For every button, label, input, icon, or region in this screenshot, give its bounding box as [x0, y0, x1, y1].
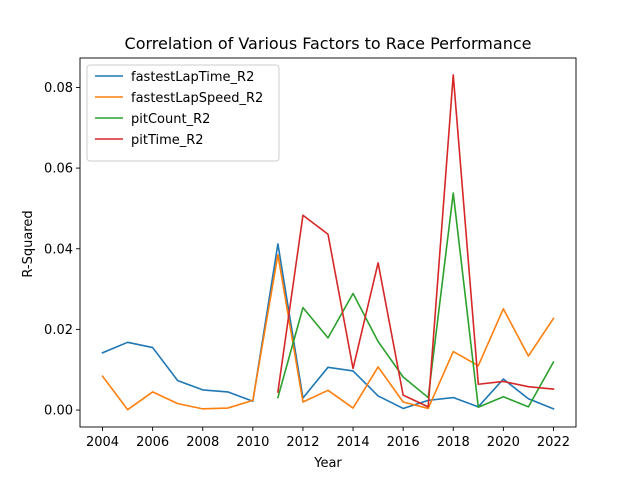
- legend: fastestLapTime_R2 fastestLapSpeed_R2 pitCo…: [86, 64, 280, 162]
- series-line-fastestLapSpeed_R2: [101, 254, 555, 411]
- y-tick-label: 0.00: [44, 404, 73, 419]
- x-tick-label: 2020: [487, 435, 520, 450]
- legend-box: [86, 64, 280, 162]
- x-tick-label: 2022: [537, 435, 570, 450]
- y-axis-label: R-Squared: [21, 210, 36, 277]
- x-tick-label: 2016: [387, 435, 420, 450]
- y-tick-label: 0.04: [44, 242, 73, 257]
- y-tick-label: 0.06: [44, 162, 73, 177]
- legend-entry-pitCount_R2: pitCount_R2: [131, 112, 210, 127]
- x-tick-label: 2012: [286, 435, 319, 450]
- legend-entry-fastestLapTime_R2: fastestLapTime_R2: [131, 70, 254, 85]
- x-tick-label: 2010: [236, 435, 269, 450]
- x-axis-label: Year: [313, 456, 342, 471]
- y-tick-label: 0.08: [44, 81, 73, 96]
- x-tick-label: 2018: [437, 435, 470, 450]
- legend-entry-pitTime_R2: pitTime_R2: [131, 133, 204, 148]
- chart-title: Correlation of Various Factors to Race P…: [125, 34, 532, 53]
- x-tick-label: 2008: [186, 435, 219, 450]
- series-line-pitCount_R2: [276, 192, 555, 409]
- series-line-pitTime_R2: [276, 74, 555, 408]
- legend-entry-fastestLapSpeed_R2: fastestLapSpeed_R2: [131, 91, 263, 106]
- y-tick-label: 0.02: [44, 323, 73, 338]
- plot-area: 2004 2006 2008 2010 2012 2014 2016 2018 2020 2022…: [44, 57, 577, 450]
- x-tick-label: 2004: [86, 435, 119, 450]
- axes-frame: [79, 57, 577, 428]
- x-tick-label: 2006: [136, 435, 169, 450]
- x-tick-label: 2014: [337, 435, 370, 450]
